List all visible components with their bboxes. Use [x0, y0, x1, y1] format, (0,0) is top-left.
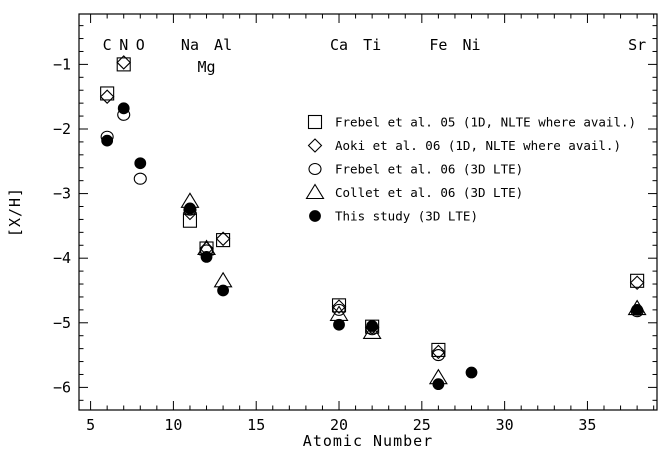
legend-marker-diamond: [307, 138, 323, 153]
element-label-fe: Fe: [429, 36, 447, 54]
x-tick-label: 10: [164, 416, 182, 434]
x-tick-label: 20: [330, 416, 348, 434]
data-point-diamond: [331, 299, 347, 314]
data-point-filled-circle: [631, 303, 644, 316]
legend-marker-triangle: [305, 183, 325, 200]
data-point-diamond: [99, 89, 115, 104]
element-label-al: Al: [214, 36, 232, 54]
data-point-circle: [332, 303, 346, 316]
legend-label: Frebel et al. 06 (3D LTE): [335, 162, 523, 177]
data-point-filled-circle: [117, 102, 130, 115]
element-labels: C N O Na Al Mg Ca Ti Fe Ni Sr: [103, 36, 647, 76]
data-point-square: [116, 57, 131, 72]
element-label-ni: Ni: [462, 36, 480, 54]
y-tick-label: −6: [53, 378, 71, 396]
element-label-sr: Sr: [628, 36, 646, 54]
legend-label: Collet et al. 06 (3D LTE): [335, 185, 523, 200]
legend-label: Aoki et al. 06 (1D, NLTE where avail.): [335, 138, 621, 153]
data-point-filled-circle: [432, 378, 445, 391]
element-label-o: O: [136, 36, 145, 54]
data-point-square: [216, 233, 231, 248]
y-tick-label: −1: [53, 55, 71, 73]
data-point-filled-circle: [366, 320, 379, 332]
x-tick-label: 25: [413, 416, 431, 434]
legend-label: Frebel et al. 05 (1D, NLTE where avail.): [335, 115, 636, 130]
data-point-filled-circle: [217, 284, 229, 297]
data-point-filled-circle: [184, 202, 196, 215]
data-point-diamond: [215, 231, 231, 247]
y-tick-label: −5: [53, 314, 71, 332]
x-tick-label: 30: [496, 416, 514, 434]
legend-label: This study (3D LTE): [335, 209, 478, 224]
element-label-ca: Ca: [330, 36, 348, 54]
data-point-diamond: [431, 344, 446, 360]
data-point-square: [331, 298, 347, 313]
legend: Frebel et al. 05 (1D, NLTE where avail.)…: [305, 114, 636, 224]
y-axis-label: [X/H]: [6, 187, 24, 237]
x-tick-label: 5: [86, 416, 95, 434]
y-tick-label: −4: [53, 249, 71, 267]
data-markers: [99, 55, 647, 391]
x-axis-label: Atomic Number: [303, 432, 433, 450]
data-point-square: [431, 342, 446, 357]
x-tick-label: 15: [247, 416, 265, 434]
data-point-circle: [133, 172, 147, 185]
data-point-filled-circle: [333, 318, 345, 331]
element-label-ti: Ti: [363, 36, 381, 54]
data-point-filled-circle: [134, 157, 147, 170]
legend-marker-circle: [308, 162, 322, 176]
data-point-triangle: [362, 323, 382, 340]
axis-ticks: [79, 14, 657, 410]
element-label-c: C: [103, 36, 112, 54]
element-label-mg: Mg: [197, 58, 215, 76]
element-label-n: N: [119, 36, 128, 54]
data-point-filled-circle: [465, 366, 478, 379]
data-point-square: [100, 86, 115, 101]
plot-frame: [78, 13, 658, 411]
data-point-filled-circle: [200, 250, 213, 263]
y-tick-label: −3: [53, 185, 71, 203]
legend-marker-filled-circle: [309, 210, 321, 222]
data-point-filled-circle: [101, 134, 114, 147]
x-tick-label: 35: [578, 416, 596, 434]
data-point-square: [182, 213, 198, 228]
legend-marker-square: [307, 114, 323, 130]
y-tick-label: −2: [53, 120, 71, 138]
data-point-square: [630, 273, 645, 288]
data-point-diamond: [116, 55, 131, 70]
element-label-na: Na: [181, 36, 199, 54]
tick-labels: 5 10 15 20 25 30 35 −1 −2 −3 −4 −5 −6: [53, 55, 597, 434]
data-point-circle: [431, 349, 445, 362]
data-point-diamond: [629, 275, 645, 291]
